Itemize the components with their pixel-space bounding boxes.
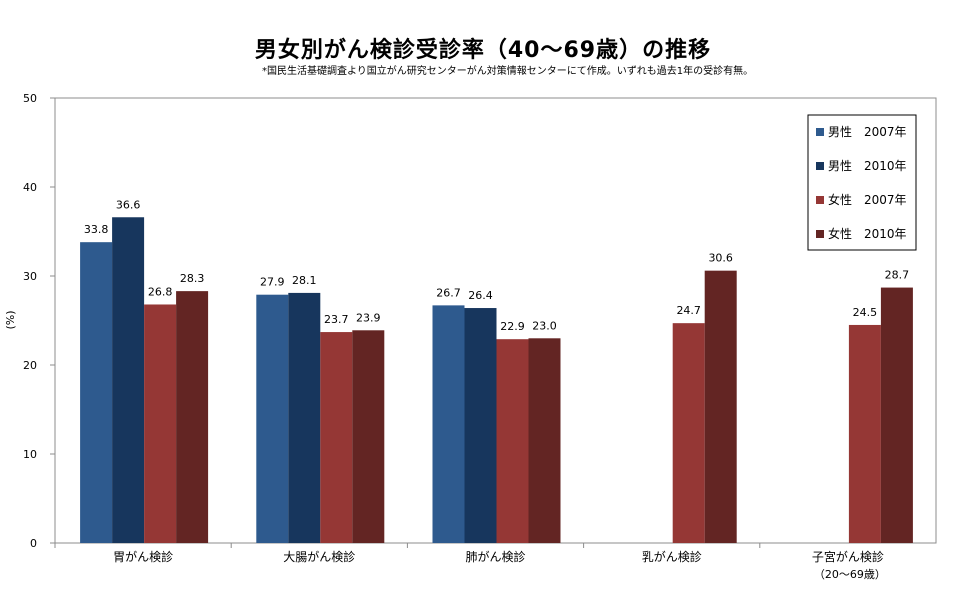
x-tick-label: 子宮がん検診 — [812, 549, 884, 564]
bar — [176, 291, 209, 543]
bar — [848, 324, 881, 543]
legend-label: 女性 2010年 — [828, 226, 907, 241]
data-label: 24.7 — [676, 304, 701, 317]
bar — [288, 292, 321, 543]
data-label: 36.6 — [116, 198, 141, 211]
legend-swatch — [816, 230, 824, 238]
bar — [144, 304, 177, 543]
data-label: 33.8 — [84, 223, 109, 236]
legend-swatch — [816, 128, 824, 136]
legend-swatch — [816, 196, 824, 204]
x-tick-label: 大腸がん検診 — [283, 549, 355, 564]
data-label: 28.3 — [180, 272, 205, 285]
bar — [880, 287, 913, 543]
y-tick-label: 50 — [23, 92, 37, 105]
y-axis-label: (%) — [4, 310, 17, 329]
y-tick-label: 40 — [23, 181, 37, 194]
x-tick-label: 胃がん検診 — [113, 549, 173, 564]
y-tick-label: 0 — [30, 537, 37, 550]
data-label: 26.7 — [436, 286, 461, 299]
bar — [320, 332, 353, 543]
data-label: 27.9 — [260, 276, 285, 289]
bar — [496, 339, 529, 543]
data-label: 23.9 — [356, 311, 381, 324]
bar — [464, 308, 497, 543]
x-tick-sublabel: （20～69歳） — [814, 568, 886, 581]
data-label: 30.6 — [708, 252, 733, 265]
legend-label: 男性 2010年 — [828, 159, 907, 173]
data-label: 26.8 — [148, 285, 173, 298]
y-tick-label: 30 — [23, 270, 37, 283]
y-tick-label: 20 — [23, 359, 37, 372]
legend-label: 男性 2007年 — [828, 125, 907, 139]
bar — [432, 305, 465, 543]
bar — [528, 338, 561, 543]
bar — [256, 294, 289, 543]
legend-label: 女性 2007年 — [828, 192, 907, 207]
data-label: 22.9 — [500, 320, 525, 333]
data-label: 24.5 — [853, 306, 878, 319]
data-label: 23.7 — [324, 313, 349, 326]
legend-box — [807, 114, 917, 251]
bar — [704, 270, 737, 543]
data-label: 23.0 — [532, 319, 557, 332]
data-label: 26.4 — [468, 289, 493, 302]
bar — [80, 242, 113, 543]
bar — [352, 330, 385, 543]
legend-swatch — [816, 162, 824, 170]
bar — [112, 217, 145, 543]
chart-title: 男女別がん検診受診率（40～69歳）の推移 — [254, 38, 712, 63]
bar — [672, 323, 705, 543]
x-tick-label: 乳がん検診 — [642, 549, 702, 564]
chart-subtitle: *国民生活基礎調査より国立がん研究センターがん対策情報センターにて作成。いずれも… — [262, 66, 754, 77]
data-label: 28.7 — [885, 269, 910, 282]
y-tick-label: 10 — [23, 448, 37, 461]
data-label: 28.1 — [292, 274, 317, 287]
x-tick-label: 肺がん検診 — [465, 549, 525, 564]
